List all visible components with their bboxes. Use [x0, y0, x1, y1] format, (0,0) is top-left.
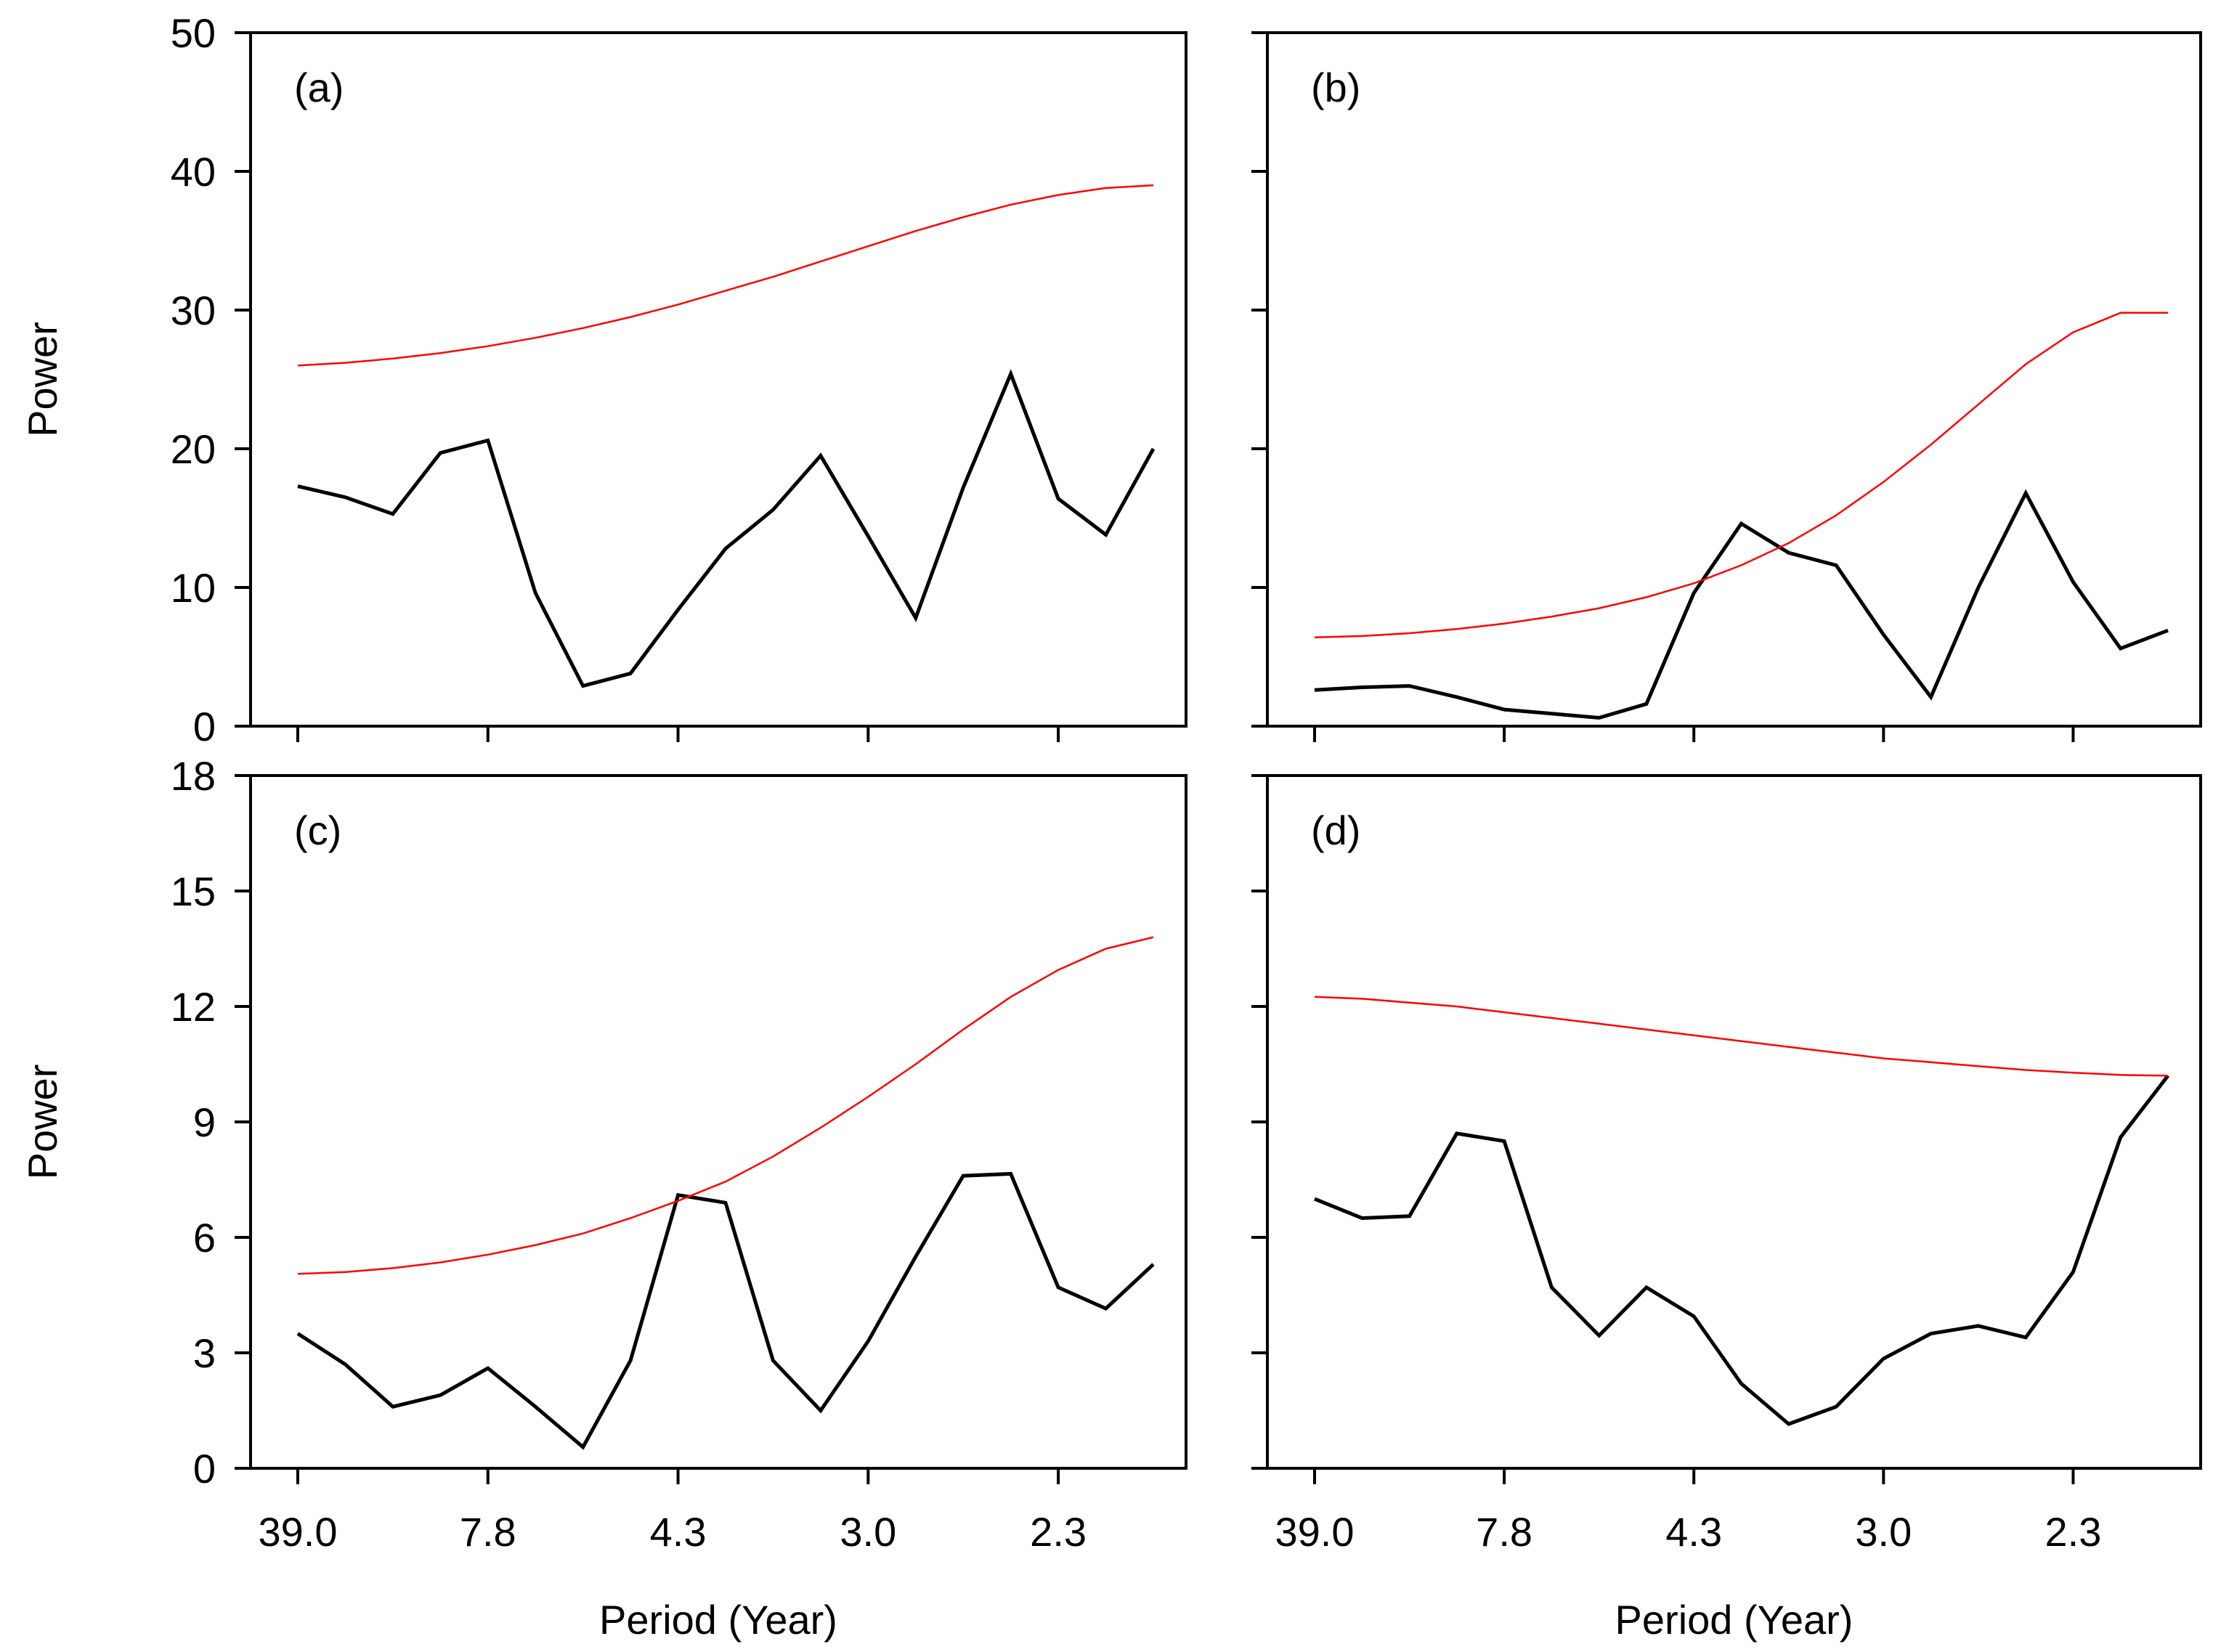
x-tick-label: 7.8 [1476, 1509, 1532, 1555]
panel-c: 0 3 6 9 12 15 18 39.0 7.8 4.3 3.0 2.3 (c) Power Period… [20, 753, 1187, 1643]
y-tick-label: 30 [171, 288, 216, 333]
significance-line [297, 184, 1154, 367]
significance-line [1314, 996, 2169, 1077]
y-tick-label: 20 [171, 426, 216, 472]
y-tick-label: 12 [171, 984, 216, 1030]
x-tick-label: 3.0 [1855, 1509, 1912, 1555]
spectrum-line [1314, 1074, 2169, 1426]
plot-frame [1266, 31, 2202, 728]
y-tick-label: 40 [171, 149, 216, 195]
x-tick-label: 4.3 [650, 1509, 707, 1555]
spectrum-line [296, 1171, 1155, 1450]
x-axis-title: Period (Year) [1615, 1597, 1853, 1643]
significance-line [297, 936, 1154, 1275]
y-tick-label: 0 [193, 1446, 216, 1492]
x-tick-label: 39.0 [259, 1509, 338, 1555]
y-tick-label: 0 [193, 704, 216, 749]
y-tick-label: 18 [171, 753, 216, 799]
panel-label: (a) [294, 65, 344, 110]
panel-label: (d) [1311, 807, 1360, 853]
y-tick-label: 15 [171, 868, 216, 914]
plot-frame [249, 774, 1187, 1470]
plot-frame [249, 31, 1187, 728]
y-tick-label: 9 [193, 1099, 216, 1145]
y-tick-label: 3 [193, 1330, 216, 1376]
y-tick-label: 10 [171, 565, 216, 611]
significance-line [1314, 312, 2168, 639]
panel-d: 39.0 7.8 4.3 3.0 2.3 (d) Period (Year) [1251, 774, 2202, 1643]
y-axis-title: Power [20, 322, 65, 437]
x-tick-label: 39.0 [1275, 1509, 1355, 1555]
panel-label: (c) [294, 807, 341, 853]
x-tick-label: 3.0 [840, 1509, 896, 1555]
y-axis-title: Power [20, 1065, 65, 1180]
x-tick-label: 2.3 [2045, 1509, 2102, 1555]
spectrum-line [297, 369, 1156, 688]
y-tick-label: 6 [193, 1215, 216, 1261]
spectrum-line [1314, 489, 2169, 720]
x-tick-label: 4.3 [1665, 1509, 1722, 1555]
plot-frame [1266, 774, 2202, 1470]
panel-b: (b) [1251, 31, 2202, 742]
x-axis-title: Period (Year) [599, 1597, 837, 1643]
y-tick-label: 50 [171, 10, 216, 56]
panel-a: 0 10 20 30 40 50 (a) Power [20, 10, 1187, 749]
x-tick-label: 2.3 [1030, 1509, 1087, 1555]
x-tick-label: 7.8 [460, 1509, 516, 1555]
panel-label: (b) [1311, 65, 1360, 110]
